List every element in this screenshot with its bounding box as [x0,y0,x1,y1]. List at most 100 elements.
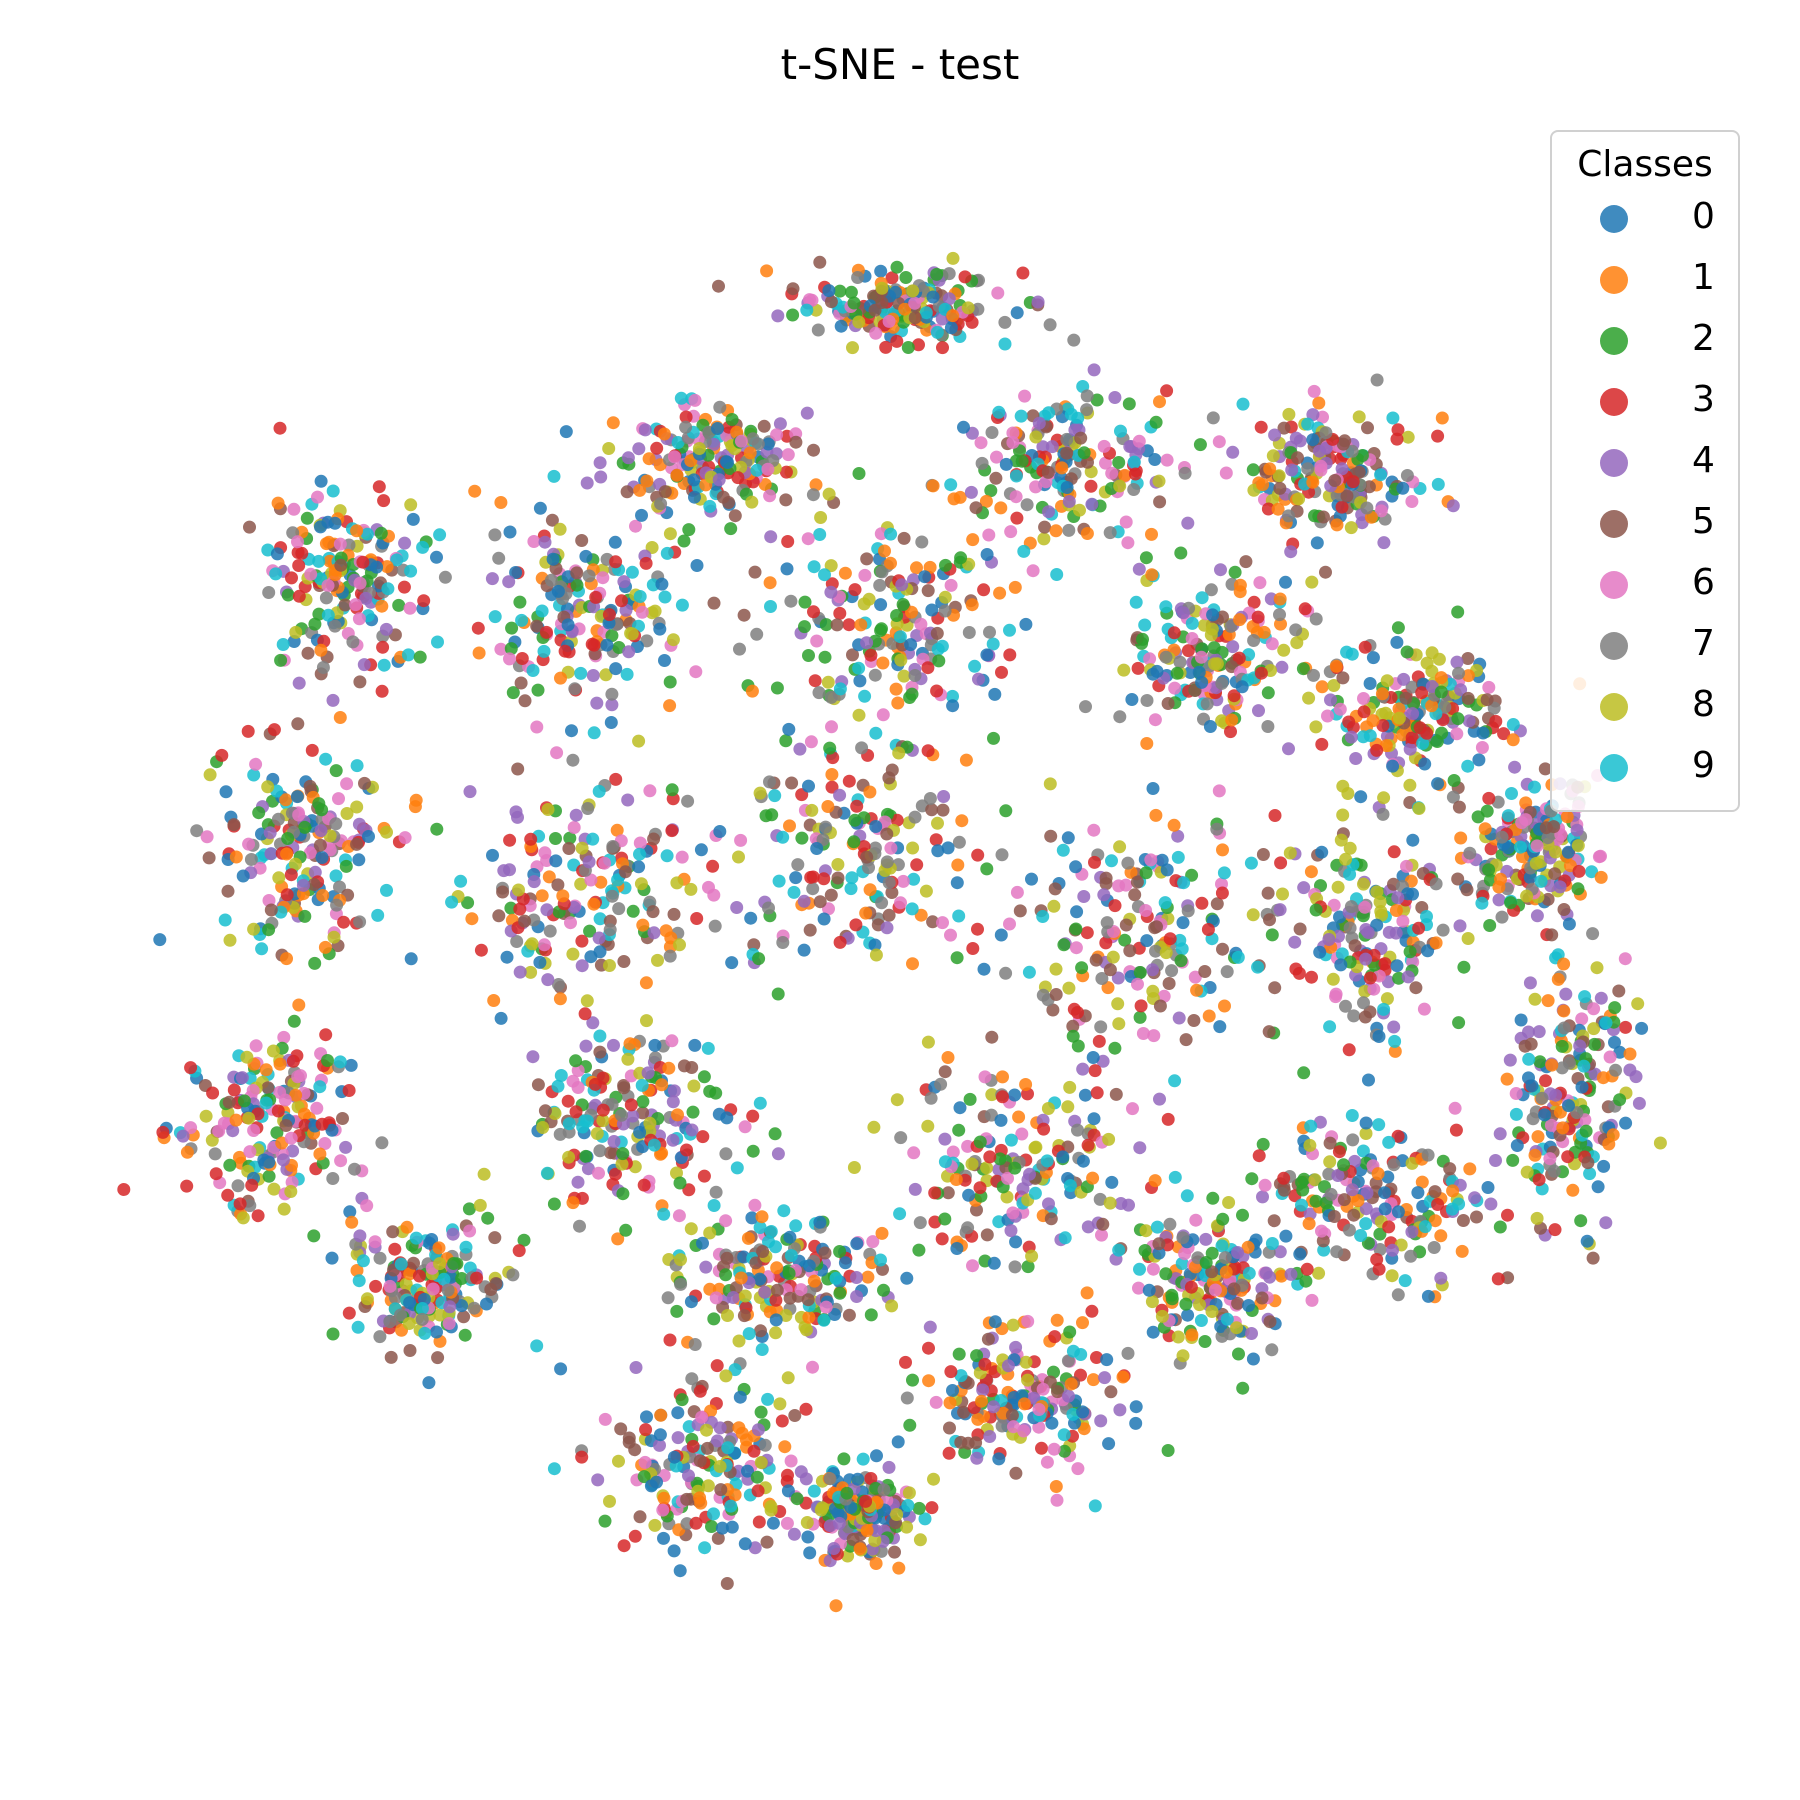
point-class-9 [1505,787,1518,800]
point-class-5 [1162,977,1176,990]
point-class-0 [1148,453,1162,466]
point-class-6 [571,1081,585,1094]
point-class-2 [547,1197,561,1211]
point-class-9 [1058,1231,1072,1245]
point-class-5 [530,619,544,633]
point-class-1 [922,1374,936,1388]
point-class-3 [292,559,306,572]
point-class-3 [241,724,255,738]
point-class-5 [980,1228,994,1242]
point-class-2 [790,1492,804,1506]
point-class-5 [575,534,589,547]
point-class-2 [665,783,679,797]
point-class-9 [580,1114,594,1128]
point-class-0 [721,456,734,469]
point-class-1 [965,598,979,612]
point-class-9 [312,554,326,568]
point-class-8 [906,841,920,855]
point-class-3 [1227,689,1241,703]
point-class-2 [703,1084,717,1098]
point-class-7 [1121,856,1135,870]
point-class-8 [857,597,871,611]
point-class-7 [1586,927,1600,941]
point-class-4 [1446,499,1460,513]
point-class-1 [280,952,293,966]
point-class-0 [1313,945,1327,959]
point-class-3 [1084,479,1098,493]
point-class-5 [788,1409,802,1422]
point-class-0 [503,525,517,539]
point-class-3 [609,772,623,786]
point-class-4 [1313,444,1326,458]
point-class-4 [1406,707,1420,721]
point-class-6 [719,1214,733,1228]
point-class-7 [975,456,989,470]
point-class-3 [857,840,871,854]
point-class-8 [1113,479,1127,493]
point-class-3 [1489,714,1503,728]
point-class-8 [632,734,646,748]
point-class-3 [315,1117,329,1131]
point-class-6 [695,1410,709,1424]
point-class-3 [679,410,693,424]
point-class-8 [553,522,567,536]
point-class-8 [1370,885,1384,899]
point-class-9 [218,913,232,927]
point-class-9 [394,1257,408,1271]
point-class-5 [488,1231,502,1245]
point-class-0 [565,724,578,738]
point-class-7 [952,835,966,849]
point-class-1 [770,1261,784,1275]
point-class-1 [1329,659,1343,673]
point-class-8 [541,803,555,816]
point-class-1 [314,643,328,657]
point-class-9 [858,689,872,703]
point-class-1 [1049,1480,1063,1493]
point-class-8 [1392,711,1406,725]
point-class-1 [1140,737,1154,750]
point-class-3 [1035,1441,1048,1455]
point-class-6 [1212,784,1226,798]
point-class-7 [934,1077,948,1091]
point-class-1 [1315,680,1329,694]
point-class-6 [738,1120,752,1134]
point-class-0 [1575,1080,1589,1094]
point-class-6 [1032,1403,1046,1416]
point-class-9 [730,1161,744,1175]
point-class-3 [397,580,411,594]
point-class-2 [1206,1191,1220,1205]
point-class-3 [807,605,820,619]
point-class-9 [259,1096,273,1110]
point-class-3 [921,744,935,758]
point-class-9 [454,874,468,888]
point-class-9 [1004,1133,1018,1147]
point-class-3 [1449,1123,1463,1137]
point-class-6 [689,665,703,679]
point-class-0 [931,844,945,858]
point-class-4 [758,1285,772,1299]
point-class-8 [897,669,911,683]
point-class-8 [847,1161,861,1174]
point-class-6 [1126,1102,1139,1116]
point-class-2 [770,681,784,695]
point-class-0 [977,962,991,976]
point-class-6 [1358,900,1372,914]
point-class-6 [1417,1002,1431,1016]
point-class-7 [441,1283,455,1297]
point-class-1 [400,1220,414,1234]
point-class-6 [537,938,551,952]
point-class-9 [1265,1237,1279,1250]
point-class-7 [373,1330,387,1344]
point-class-5 [754,1324,767,1338]
point-class-4 [1094,1414,1108,1428]
point-class-8 [1530,1211,1544,1225]
point-class-0 [1334,958,1348,972]
point-class-4 [622,645,636,659]
point-class-5 [989,471,1003,485]
point-class-1 [953,490,967,504]
legend-marker-0 [1600,205,1628,233]
point-class-0 [561,618,575,632]
point-class-2 [912,1501,926,1515]
point-class-2 [847,835,861,849]
point-class-2 [392,598,406,612]
